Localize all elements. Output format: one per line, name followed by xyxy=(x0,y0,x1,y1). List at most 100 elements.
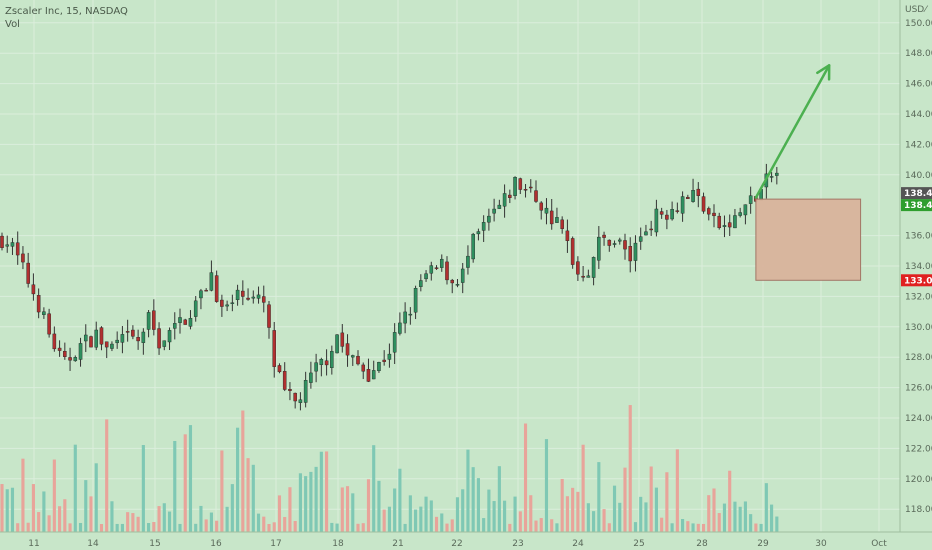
candle-body xyxy=(722,225,727,227)
candle-body xyxy=(607,239,612,246)
volume-bar xyxy=(461,489,465,532)
candle-body xyxy=(377,361,381,372)
candle-body xyxy=(141,331,146,343)
price-axis[interactable]: 150.00 148.00 146.00 144.00 142.00 140.00 136.… xyxy=(905,19,932,515)
candle-body xyxy=(230,302,235,304)
volume-bar xyxy=(325,451,329,532)
candle-body xyxy=(570,238,575,265)
volume-bar xyxy=(183,434,187,532)
grid xyxy=(0,0,900,532)
candle-body xyxy=(5,244,10,247)
volume-bar xyxy=(94,463,98,532)
volume-bar xyxy=(503,500,507,532)
volume-bar xyxy=(560,478,564,532)
candle-body xyxy=(617,239,622,242)
volume-bar xyxy=(115,523,119,532)
candle-body xyxy=(497,204,502,209)
candle-body xyxy=(523,189,528,191)
volume-bar xyxy=(628,405,632,532)
volume-bar xyxy=(743,501,747,532)
candle-body xyxy=(612,243,617,245)
price-tag: 138.40 xyxy=(901,199,932,212)
candle-body xyxy=(125,331,130,333)
annotations xyxy=(754,64,862,281)
candle-body xyxy=(340,332,345,347)
volume-bar xyxy=(241,410,245,532)
candle-body xyxy=(633,242,638,261)
volume-bar xyxy=(105,419,109,532)
price-tick-label: 118.00 xyxy=(905,505,932,515)
price-tick-label: 146.00 xyxy=(905,80,932,90)
candle-body xyxy=(314,362,318,372)
volume-bar xyxy=(298,473,302,532)
volume-bar xyxy=(633,522,638,532)
candle-body xyxy=(324,360,329,366)
volume-bar xyxy=(277,495,282,532)
candle-body xyxy=(26,262,30,284)
volume-bar xyxy=(209,512,213,532)
candle-body xyxy=(220,299,224,307)
candle-body xyxy=(775,172,779,176)
volume-bar xyxy=(126,512,130,532)
candle-body xyxy=(309,372,313,383)
candle-body xyxy=(152,310,156,330)
volume-bar xyxy=(618,502,622,532)
volume-bar xyxy=(220,450,224,532)
volume-bar xyxy=(147,523,151,532)
candle-body xyxy=(696,188,701,196)
candle-body xyxy=(188,318,193,327)
volume-bar xyxy=(73,444,77,532)
time-tick-label: 22 xyxy=(451,539,462,549)
volume-bar xyxy=(162,503,166,532)
target-box xyxy=(755,198,862,281)
volume-bar xyxy=(10,487,15,532)
candle-body xyxy=(576,261,580,275)
volume-bar xyxy=(654,487,658,532)
volume-bar xyxy=(660,517,664,532)
volume-bar xyxy=(597,462,601,532)
volume-bar xyxy=(199,505,203,532)
candle-body xyxy=(644,231,648,236)
volume-bar xyxy=(434,516,439,532)
candle-body xyxy=(241,290,245,297)
volume-bar xyxy=(414,509,418,532)
volume-bar xyxy=(382,509,386,532)
candle-body xyxy=(628,246,633,262)
price-tick-label: 150.00 xyxy=(905,19,932,29)
volume-bar xyxy=(173,440,177,532)
candle-body xyxy=(78,343,83,360)
volume-bar xyxy=(314,466,318,532)
volume-bar xyxy=(304,476,308,532)
candle-body xyxy=(21,253,25,263)
time-axis[interactable]: 11 14 15 16 17 18 21 22 23 24 25 28 29 30 Oct xyxy=(28,539,887,549)
volume-bar xyxy=(68,523,72,532)
candle-body xyxy=(738,212,742,216)
time-tick-label: 21 xyxy=(392,539,403,549)
volume-bar xyxy=(523,423,528,532)
time-tick-label: 14 xyxy=(87,539,99,549)
volume-bar xyxy=(246,458,250,532)
volume-bar xyxy=(283,516,287,532)
volume-bar xyxy=(518,511,522,532)
volume-legend[interactable]: Vol xyxy=(5,19,20,30)
volume-bar xyxy=(733,501,737,532)
volume-bar xyxy=(52,459,56,532)
volume-bar xyxy=(366,479,371,532)
candle-body xyxy=(157,328,161,349)
volume-bar xyxy=(356,523,360,532)
volume-bar xyxy=(167,511,172,532)
volume-bar xyxy=(419,506,423,532)
candle-body xyxy=(476,231,481,235)
candle-body xyxy=(214,275,219,302)
candle-body xyxy=(31,284,36,295)
candle-body xyxy=(282,371,287,390)
volume-bar xyxy=(21,458,25,532)
axis-settings-icon[interactable]: ⁄ xyxy=(923,5,929,15)
candle-body xyxy=(649,228,653,231)
candle-body xyxy=(110,343,114,349)
volume-bar xyxy=(120,523,124,532)
symbol-legend[interactable]: Zscaler Inc, 15, NASDAQ xyxy=(5,6,128,17)
volume-bar xyxy=(262,516,266,532)
